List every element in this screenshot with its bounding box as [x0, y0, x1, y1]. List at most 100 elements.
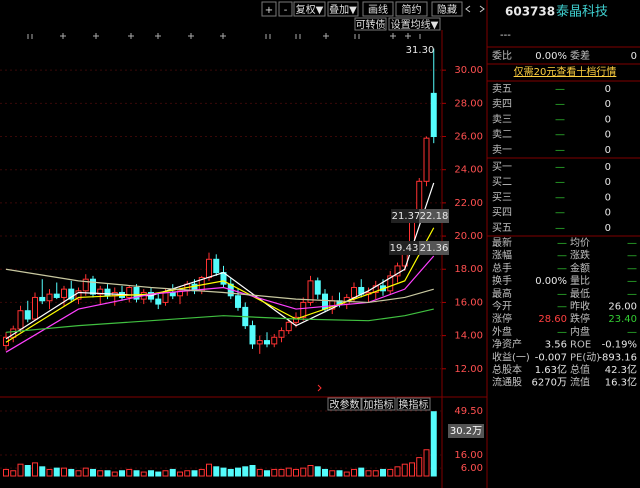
stat-value: —	[557, 289, 567, 300]
book-price: —	[555, 162, 565, 173]
stat-label: 流通股	[492, 376, 522, 389]
book-label: 卖三	[492, 113, 512, 125]
toolbar-button[interactable]	[395, 1, 428, 17]
toolbar-button-label[interactable]: 隐藏	[437, 4, 457, 16]
candle-body	[278, 330, 285, 338]
stat-label: 总值	[570, 363, 590, 376]
candle-body	[104, 288, 111, 297]
candle-body	[314, 280, 321, 295]
volume-bar	[82, 467, 89, 477]
candle-body	[61, 288, 67, 298]
toolbar-button-label[interactable]: 简约	[402, 3, 422, 16]
stat-label: 金额	[570, 261, 590, 274]
y-tick-label: 24.00	[454, 165, 483, 176]
volume-bar	[409, 462, 415, 477]
status: ---	[500, 30, 511, 41]
book-price: —	[555, 145, 565, 156]
toolbar2-button[interactable]	[354, 17, 387, 31]
toolbar-button-label[interactable]: 画线	[368, 3, 388, 16]
volume-bar	[220, 467, 227, 477]
volume-bar	[169, 468, 176, 477]
book-label: 买五	[492, 222, 512, 234]
volume-bar	[162, 470, 169, 477]
stat-value: 23.40	[608, 314, 637, 325]
price-annotation: 21.36	[420, 243, 449, 254]
stat-label: 涨幅	[492, 249, 512, 262]
volume-bar	[336, 470, 343, 477]
candle-body	[32, 296, 38, 320]
toolbar-button[interactable]	[278, 1, 293, 17]
toolbar-button[interactable]	[362, 1, 394, 17]
candle-body	[285, 321, 292, 332]
volume-bar	[184, 470, 191, 477]
toolbar-button-label[interactable]: 叠加▼	[329, 4, 357, 16]
toolbar2-button-label[interactable]: 设置均线▼	[391, 18, 439, 31]
book-label: 卖一	[492, 144, 512, 156]
y-tick-label: 28.00	[454, 98, 483, 109]
scroll-arrows[interactable]	[465, 5, 485, 13]
book-label: 卖五	[492, 83, 512, 95]
candle-body	[17, 310, 24, 330]
volume-bar	[126, 468, 133, 477]
volume-bar	[300, 467, 307, 477]
y-tick-label: 16.00	[454, 297, 483, 308]
stat-label: 最高	[492, 287, 512, 300]
moving-average	[5, 255, 435, 353]
toolbar2-button[interactable]	[388, 17, 441, 31]
stat-value: 1.63亿	[535, 363, 567, 376]
toolbar-button[interactable]	[431, 1, 463, 17]
indicator-button[interactable]	[327, 397, 362, 411]
stat-value: —	[627, 238, 637, 249]
volume-bar	[3, 468, 9, 477]
toolbar-button-label[interactable]: -	[284, 5, 288, 16]
candle-body	[387, 275, 394, 292]
book-price: —	[555, 114, 565, 125]
toolbar2-button-label[interactable]: 可转债	[356, 18, 386, 31]
volume-bar	[10, 470, 17, 477]
volume-tick-label: 6.00	[461, 463, 483, 474]
toolbar-button-label[interactable]: +	[265, 5, 273, 16]
book-label: 卖四	[492, 98, 512, 110]
stat-value: 28.60	[538, 314, 567, 325]
book-label: 买一	[492, 161, 512, 173]
indicator-button-label[interactable]: 改参数	[330, 398, 360, 411]
volume-bar	[68, 468, 75, 477]
volume-bar	[351, 468, 357, 477]
stat-label: 总股本	[492, 363, 522, 376]
stat-label: PE(动)	[570, 351, 600, 363]
toolbar-button[interactable]	[261, 1, 277, 17]
indicator-button[interactable]	[361, 397, 396, 411]
toolbar-button-label[interactable]: 复权▼	[296, 3, 324, 16]
indicator-button-label[interactable]: 换指标	[399, 398, 429, 411]
volume-tick-label: 49.50	[454, 406, 483, 417]
toolbar-button[interactable]	[327, 1, 359, 17]
candle-body	[90, 278, 96, 295]
volume-bar	[133, 470, 140, 477]
stat-value: —	[557, 327, 567, 338]
volume-bar	[140, 471, 147, 477]
stat-value: -0.007	[535, 352, 567, 363]
markers	[27, 33, 421, 39]
stat-value: -893.16	[598, 352, 637, 363]
promo-link[interactable]: 仅需20元查看十档行情	[514, 65, 617, 78]
candle-body	[82, 278, 89, 292]
candle-body	[213, 258, 220, 274]
candle-body	[256, 340, 263, 345]
volume-bar	[278, 468, 285, 477]
y-tick-label: 22.00	[454, 198, 483, 209]
volume-bar	[206, 463, 212, 477]
price-annotation: 31.30	[406, 45, 435, 56]
book-price: —	[555, 208, 565, 219]
toolbar-button[interactable]	[293, 1, 326, 17]
book-volume: 0	[605, 145, 611, 156]
stat-value: 42.3亿	[605, 363, 637, 376]
price-box	[391, 209, 421, 223]
stat-label: 外盘	[492, 325, 512, 338]
candle-body	[394, 265, 401, 277]
indicator-button-label[interactable]: 加指标	[364, 398, 394, 411]
candle-body	[68, 288, 75, 300]
indicator-button[interactable]	[396, 397, 431, 411]
stat-label: 内盘	[570, 325, 590, 338]
volume-bar	[285, 467, 292, 477]
candle-body	[423, 137, 430, 182]
